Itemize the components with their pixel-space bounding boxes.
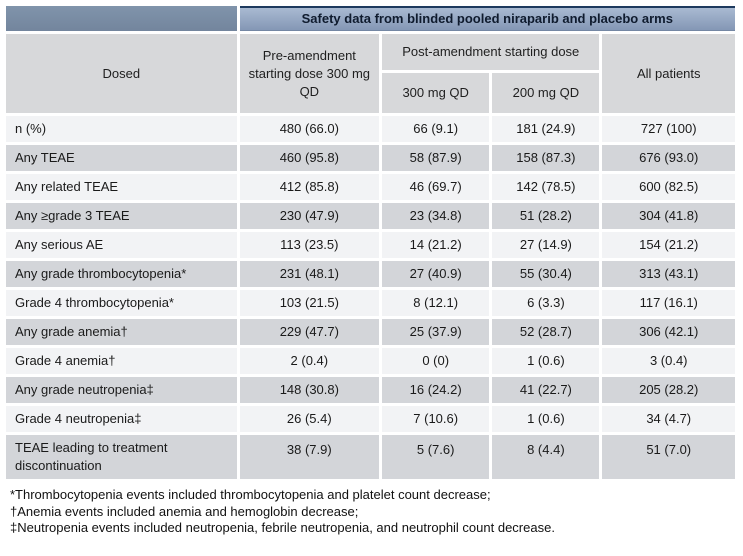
cell-pre-amendment: 230 (47.9) xyxy=(239,203,380,229)
cell-all-patients: 154 (21.2) xyxy=(602,232,735,258)
cell-all-patients: 313 (43.1) xyxy=(602,261,735,287)
banner-row: Safety data from blinded pooled nirapari… xyxy=(6,6,735,31)
row-label: Any grade neutropenia‡ xyxy=(6,377,237,403)
cell-post-200: 52 (28.7) xyxy=(492,319,600,345)
column-header-post-amendment: Post-amendment starting dose xyxy=(382,34,600,70)
table-row: Any grade neutropenia‡ 148 (30.8) 16 (24… xyxy=(6,377,735,403)
cell-all-patients: 676 (93.0) xyxy=(602,145,735,171)
table-row: Grade 4 anemia† 2 (0.4) 0 (0) 1 (0.6) 3 … xyxy=(6,348,735,374)
cell-pre-amendment: 113 (23.5) xyxy=(239,232,380,258)
cell-pre-amendment: 2 (0.4) xyxy=(239,348,380,374)
cell-all-patients: 306 (42.1) xyxy=(602,319,735,345)
cell-post-200: 51 (28.2) xyxy=(492,203,600,229)
row-label: Any ≥grade 3 TEAE xyxy=(6,203,237,229)
cell-pre-amendment: 26 (5.4) xyxy=(239,406,380,432)
cell-pre-amendment: 148 (30.8) xyxy=(239,377,380,403)
footnotes: *Thrombocytopenia events included thromb… xyxy=(6,487,737,537)
row-label: Grade 4 anemia† xyxy=(6,348,237,374)
cell-post-300: 27 (40.9) xyxy=(382,261,490,287)
header-row-top: Dosed Pre-amendment starting dose 300 mg… xyxy=(6,34,735,113)
cell-pre-amendment: 231 (48.1) xyxy=(239,261,380,287)
safety-data-table: Safety data from blinded pooled nirapari… xyxy=(3,3,738,482)
table-row: Grade 4 neutropenia‡ 26 (5.4) 7 (10.6) 1… xyxy=(6,406,735,432)
cell-pre-amendment: 229 (47.7) xyxy=(239,319,380,345)
row-label: Grade 4 neutropenia‡ xyxy=(6,406,237,432)
cell-all-patients: 34 (4.7) xyxy=(602,406,735,432)
table-row: Any ≥grade 3 TEAE 230 (47.9) 23 (34.8) 5… xyxy=(6,203,735,229)
table-row: Any TEAE 460 (95.8) 58 (87.9) 158 (87.3)… xyxy=(6,145,735,171)
column-header-pre-amendment: Pre-amendment starting dose 300 mg QD xyxy=(239,34,380,113)
table-row: Any grade anemia† 229 (47.7) 25 (37.9) 5… xyxy=(6,319,735,345)
cell-post-300: 46 (69.7) xyxy=(382,174,490,200)
row-label: TEAE leading to treatment discontinuatio… xyxy=(6,435,237,479)
cell-post-200: 55 (30.4) xyxy=(492,261,600,287)
cell-post-200: 41 (22.7) xyxy=(492,377,600,403)
cell-post-300: 7 (10.6) xyxy=(382,406,490,432)
cell-post-300: 25 (37.9) xyxy=(382,319,490,345)
footnote-thrombocytopenia: *Thrombocytopenia events included thromb… xyxy=(10,487,491,502)
cell-post-300: 5 (7.6) xyxy=(382,435,490,479)
cell-post-200: 1 (0.6) xyxy=(492,348,600,374)
cell-post-300: 0 (0) xyxy=(382,348,490,374)
row-label: Grade 4 thrombocytopenia* xyxy=(6,290,237,316)
row-label: Any TEAE xyxy=(6,145,237,171)
row-label: Any grade thrombocytopenia* xyxy=(6,261,237,287)
cell-post-200: 181 (24.9) xyxy=(492,116,600,142)
cell-all-patients: 600 (82.5) xyxy=(602,174,735,200)
table-title: Safety data from blinded pooled nirapari… xyxy=(239,6,735,31)
cell-all-patients: 205 (28.2) xyxy=(602,377,735,403)
column-header-post-200: 200 mg QD xyxy=(492,73,600,113)
column-header-dosed: Dosed xyxy=(6,34,237,113)
cell-all-patients: 304 (41.8) xyxy=(602,203,735,229)
cell-pre-amendment: 103 (21.5) xyxy=(239,290,380,316)
cell-pre-amendment: 38 (7.9) xyxy=(239,435,380,479)
cell-post-200: 27 (14.9) xyxy=(492,232,600,258)
cell-post-300: 8 (12.1) xyxy=(382,290,490,316)
cell-post-300: 58 (87.9) xyxy=(382,145,490,171)
table-row: Grade 4 thrombocytopenia* 103 (21.5) 8 (… xyxy=(6,290,735,316)
cell-post-300: 16 (24.2) xyxy=(382,377,490,403)
banner-spacer xyxy=(6,6,237,31)
row-label: Any grade anemia† xyxy=(6,319,237,345)
column-header-post-300: 300 mg QD xyxy=(382,73,490,113)
cell-post-200: 8 (4.4) xyxy=(492,435,600,479)
table-row: TEAE leading to treatment discontinuatio… xyxy=(6,435,735,479)
cell-post-300: 14 (21.2) xyxy=(382,232,490,258)
cell-pre-amendment: 412 (85.8) xyxy=(239,174,380,200)
cell-all-patients: 51 (7.0) xyxy=(602,435,735,479)
cell-pre-amendment: 460 (95.8) xyxy=(239,145,380,171)
row-label: Any related TEAE xyxy=(6,174,237,200)
table-row: n (%) 480 (66.0) 66 (9.1) 181 (24.9) 727… xyxy=(6,116,735,142)
cell-post-200: 142 (78.5) xyxy=(492,174,600,200)
table-row: Any serious AE 113 (23.5) 14 (21.2) 27 (… xyxy=(6,232,735,258)
cell-all-patients: 727 (100) xyxy=(602,116,735,142)
cell-post-200: 6 (3.3) xyxy=(492,290,600,316)
cell-post-200: 158 (87.3) xyxy=(492,145,600,171)
cell-post-300: 66 (9.1) xyxy=(382,116,490,142)
cell-post-300: 23 (34.8) xyxy=(382,203,490,229)
cell-pre-amendment: 480 (66.0) xyxy=(239,116,380,142)
footnote-anemia: †Anemia events included anemia and hemog… xyxy=(10,503,359,519)
row-label: n (%) xyxy=(6,116,237,142)
column-header-all-patients: All patients xyxy=(602,34,735,113)
row-label: Any serious AE xyxy=(6,232,237,258)
table-row: Any related TEAE 412 (85.8) 46 (69.7) 14… xyxy=(6,174,735,200)
cell-post-200: 1 (0.6) xyxy=(492,406,600,432)
footnote-neutropenia: ‡Neutropenia events included neutropenia… xyxy=(10,520,555,535)
table-row: Any grade thrombocytopenia* 231 (48.1) 2… xyxy=(6,261,735,287)
cell-all-patients: 3 (0.4) xyxy=(602,348,735,374)
header-row-sub: 300 mg QD 200 mg QD xyxy=(6,73,735,113)
cell-all-patients: 117 (16.1) xyxy=(602,290,735,316)
